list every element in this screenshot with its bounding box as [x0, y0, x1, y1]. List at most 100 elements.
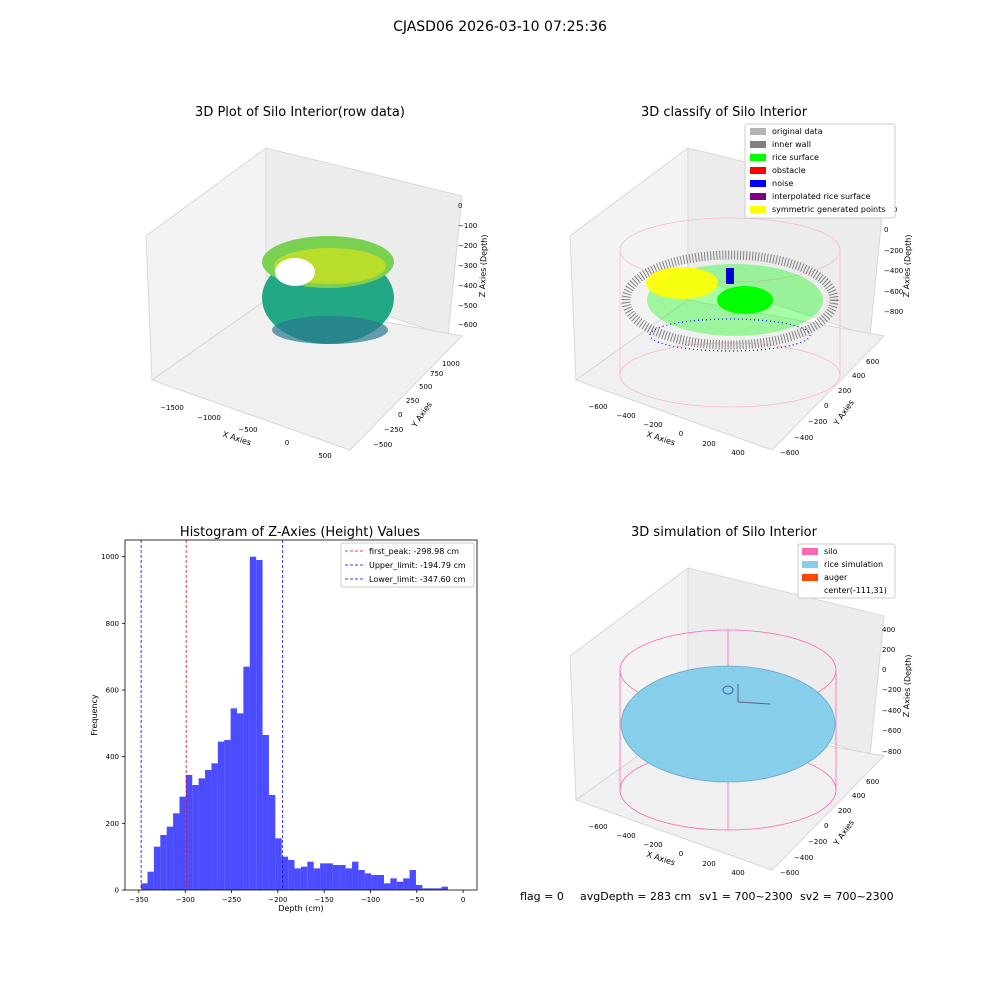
histogram-bar: [326, 863, 333, 890]
histogram-y-label: Frequency: [90, 694, 99, 736]
y-tick: 600: [866, 778, 879, 786]
z-tick: −300: [458, 262, 477, 270]
x-tick: 400: [731, 449, 744, 457]
x-tick: −500: [238, 426, 257, 434]
x-tick: 200: [702, 860, 715, 868]
y-tick: 0: [398, 411, 402, 419]
z-tick: −200: [882, 686, 901, 694]
histogram-bar: [198, 778, 206, 890]
legend-swatch: [750, 206, 766, 213]
y-tick: −200: [808, 838, 827, 846]
rice-surface: [620, 665, 836, 783]
y-tick: 400: [852, 792, 865, 800]
z-tick: −200: [458, 242, 477, 250]
legend-label: original data: [772, 127, 823, 136]
z-tick: 0: [458, 202, 462, 210]
histogram-legend: first_peak: -298.98 cm Upper_limit: -194…: [340, 542, 475, 588]
panel-sim-title: 3D simulation of Silo Interior: [631, 525, 818, 540]
status-footer: flag = 0 avgDepth = 283 cm sv1 = 700~230…: [520, 890, 894, 903]
legend-swatch: [802, 548, 818, 555]
flag-text: flag = 0: [520, 890, 564, 903]
x-tick: 0: [679, 850, 683, 858]
z-tick: −600: [458, 321, 477, 329]
legend-swatch: [802, 561, 818, 568]
z-axis-label: Z Axies (Depth): [902, 234, 913, 297]
legend-label: rice simulation: [824, 560, 883, 569]
histogram-bar: [441, 886, 448, 890]
histogram-bar: [415, 885, 423, 890]
cloud-bottom: [272, 316, 388, 344]
histogram-bar: [390, 878, 397, 890]
histogram-bar: [217, 741, 225, 890]
y-tick: 250: [406, 397, 419, 405]
rice-surface-core: [717, 286, 773, 314]
legend-label-upper-limit: Upper_limit: -194.79 cm: [369, 561, 466, 570]
x-axis-label: X Axies: [645, 430, 676, 448]
histogram-y-ticks: 0 200 400 600 800 1000: [101, 553, 125, 895]
z-tick: −400: [884, 267, 903, 275]
legend-swatch: [750, 167, 766, 174]
legend-label: auger: [824, 573, 848, 582]
classify-legend: original data inner wall rice surface ob…: [744, 123, 896, 219]
z-axis-label: Z Axies (Depth): [478, 234, 489, 297]
x-tick: −200: [643, 421, 662, 429]
cloud-gap: [275, 258, 315, 286]
histogram-bar: [275, 838, 282, 890]
histogram-bar: [192, 785, 199, 890]
noise-points: [726, 268, 734, 284]
histogram-bar: [300, 866, 308, 890]
histogram-bar: [147, 871, 154, 890]
y-tick: 200: [838, 387, 851, 395]
histogram-bar: [249, 556, 257, 890]
panel-histogram: Histogram of Z-Axies (Height) Values −35…: [90, 525, 478, 913]
histogram-bar: [243, 666, 250, 890]
y-tick-label: 600: [106, 687, 119, 695]
simulation-legend: silo rice simulation auger center(-111,3…: [797, 543, 896, 599]
panel-classify: 3D classify of Silo Interior −600 −400 −…: [568, 105, 913, 457]
z-tick: 0: [882, 666, 886, 674]
histogram-bar: [268, 795, 276, 890]
histogram-bar: [339, 865, 346, 890]
x-tick: 0: [679, 430, 683, 438]
z-tick: 400: [882, 626, 895, 634]
y-tick-label: 400: [106, 753, 119, 761]
x-tick: 400: [731, 869, 744, 877]
histogram-bar: [262, 735, 269, 890]
y-tick: 400: [852, 372, 865, 380]
z-axis-label: Z Axies (Depth): [902, 654, 913, 717]
legend-frame: [797, 543, 896, 599]
histogram-bar: [205, 770, 212, 890]
z-tick: 0: [884, 226, 888, 234]
legend-swatch: [750, 193, 766, 200]
histogram-reference-lines: [140, 540, 284, 890]
y-tick: −500: [373, 441, 392, 449]
histogram-bar: [224, 740, 231, 890]
histogram-bar: [383, 883, 391, 890]
y-tick-label: 0: [115, 887, 119, 895]
y-tick: −600: [780, 449, 799, 457]
legend-label: interpolated rice surface: [772, 192, 870, 201]
x-tick-label: −300: [176, 896, 195, 904]
legend-swatch: [750, 180, 766, 187]
histogram-bar: [173, 813, 180, 890]
z-tick: −600: [882, 727, 901, 735]
y-tick: −600: [780, 869, 799, 877]
x-tick: −400: [616, 832, 635, 840]
rice-simulation-surface: [620, 665, 836, 783]
y-tick: −400: [794, 854, 813, 862]
legend-label: center(-111,31): [824, 586, 887, 595]
legend-swatch: [750, 154, 766, 161]
histogram-bar: [428, 888, 436, 890]
histogram-bar: [364, 873, 372, 890]
x-tick: −1000: [197, 414, 221, 422]
x-tick: −600: [588, 403, 607, 411]
y-tick: −200: [808, 418, 827, 426]
histogram-bar: [256, 560, 263, 890]
z-tick: −600: [884, 288, 903, 296]
x-tick-label: −200: [268, 896, 287, 904]
legend-label: inner wall: [772, 140, 811, 149]
x-tick: −400: [616, 412, 635, 420]
x-tick: −1500: [160, 404, 184, 412]
histogram-bar: [371, 875, 378, 890]
histogram-bars: [141, 556, 448, 890]
